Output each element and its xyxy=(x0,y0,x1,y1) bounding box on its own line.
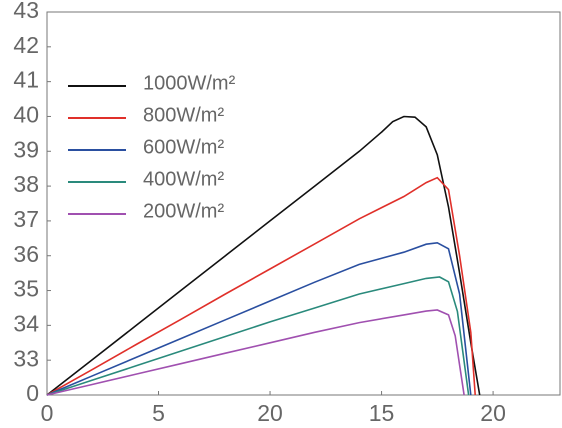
y-tick-label: 42 xyxy=(13,32,39,58)
y-tick-label: 37 xyxy=(13,206,39,232)
series-line xyxy=(46,115,481,396)
legend-label: 400W/m² xyxy=(143,168,224,190)
x-tick-label: 0 xyxy=(41,400,54,426)
x-tick-label: 20 xyxy=(257,400,283,426)
series-line xyxy=(46,176,476,396)
y-tick-label: 33 xyxy=(13,345,39,371)
y-tick-label: 41 xyxy=(13,67,39,93)
legend-label: 800W/m² xyxy=(143,104,224,126)
y-tick-label: 40 xyxy=(13,102,39,128)
y-tick-label: 35 xyxy=(13,276,39,302)
series-line xyxy=(46,309,465,396)
y-tick-label: 0 xyxy=(26,380,39,406)
series-line xyxy=(46,276,470,396)
y-tick-label: 43 xyxy=(13,0,39,23)
legend-label: 600W/m² xyxy=(143,136,224,158)
legend-label: 1000W/m² xyxy=(143,72,236,94)
x-tick-label: 15 xyxy=(369,400,395,426)
x-tick-label: 5 xyxy=(152,400,165,426)
y-tick-label: 36 xyxy=(13,241,39,267)
y-tick-label: 38 xyxy=(13,171,39,197)
y-tick-label: 34 xyxy=(13,310,39,336)
series-line xyxy=(46,241,472,396)
y-tick-label: 39 xyxy=(13,136,39,162)
plot-frame xyxy=(46,11,561,396)
legend-label: 200W/m² xyxy=(143,200,224,222)
x-tick-label: 20 xyxy=(480,400,506,426)
